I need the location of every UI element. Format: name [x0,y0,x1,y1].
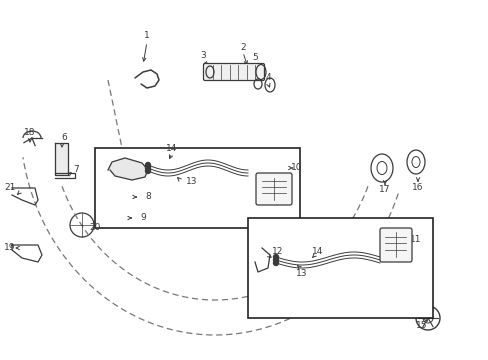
Text: 10: 10 [291,163,302,172]
Bar [247,218,432,318]
Text: 20: 20 [89,224,101,233]
Text: 11: 11 [409,235,421,244]
Text: 9: 9 [140,213,145,222]
Text: 8: 8 [145,193,151,202]
FancyBboxPatch shape [203,63,264,81]
Polygon shape [55,143,68,175]
Text: 7: 7 [73,166,79,175]
Text: 14: 14 [312,247,323,256]
Circle shape [145,166,150,171]
Text: 6: 6 [61,134,67,143]
FancyBboxPatch shape [379,228,411,262]
Text: 13: 13 [296,269,307,278]
Text: 19: 19 [4,243,16,252]
Text: 14: 14 [166,144,177,153]
Circle shape [273,255,278,260]
Text: 17: 17 [379,185,390,194]
Text: 3: 3 [200,50,205,59]
Text: 1: 1 [144,31,149,40]
Text: 4: 4 [264,73,270,82]
Circle shape [273,257,278,262]
Text: 18: 18 [24,129,36,138]
Text: 15: 15 [415,320,427,329]
FancyBboxPatch shape [256,173,291,205]
Text: 5: 5 [252,53,257,62]
Text: 12: 12 [272,248,283,256]
Polygon shape [108,158,148,180]
Text: 16: 16 [411,184,423,193]
Circle shape [145,168,150,174]
Circle shape [145,162,150,167]
Circle shape [273,261,278,265]
Text: 2: 2 [240,42,245,51]
Text: 13: 13 [186,177,197,186]
Bar [95,148,299,228]
Text: 21: 21 [4,184,16,193]
